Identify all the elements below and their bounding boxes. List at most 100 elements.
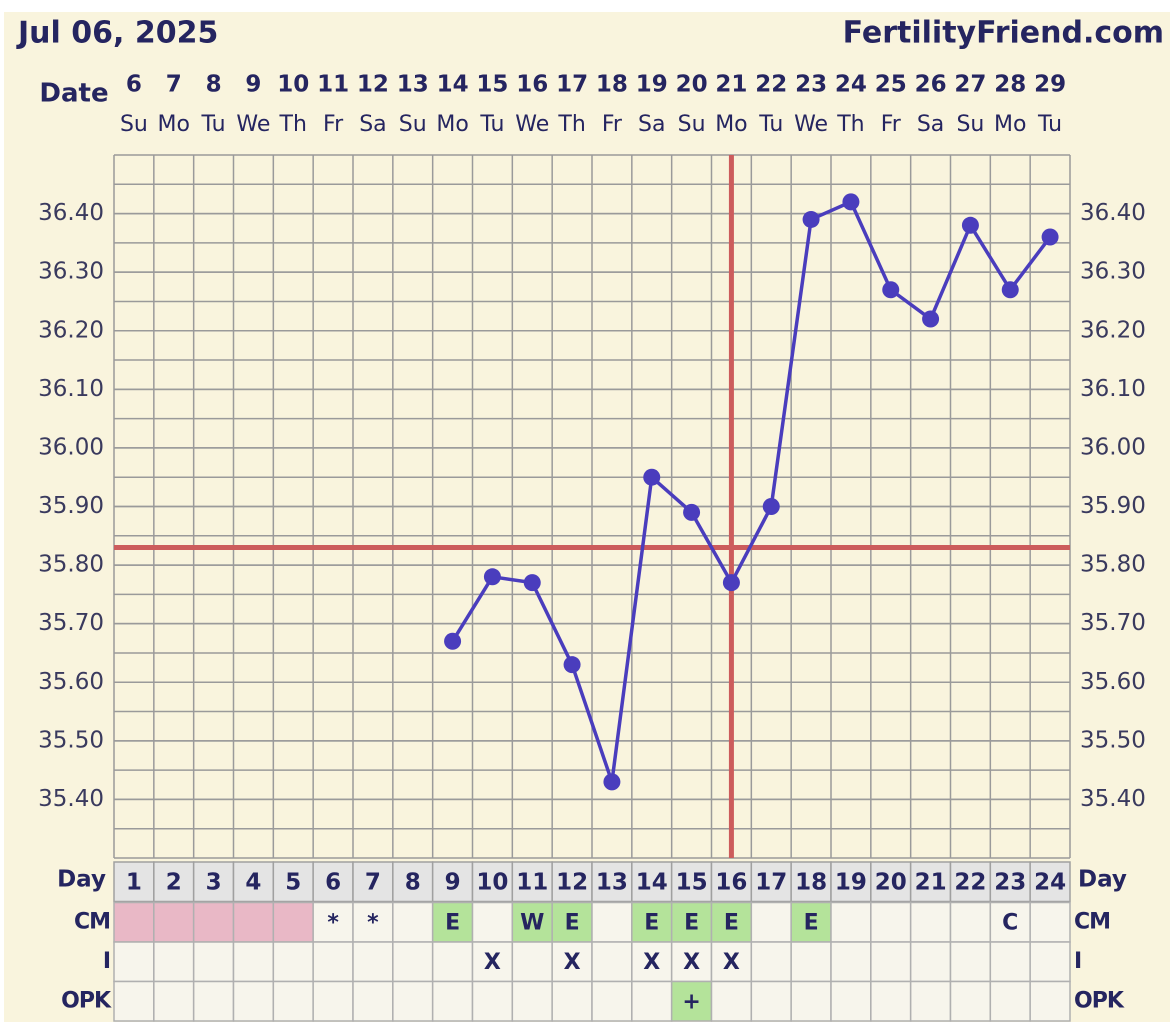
observation-value: X	[564, 950, 581, 975]
date-label: 10	[277, 72, 309, 98]
weekday-label: Th	[279, 112, 307, 137]
observation-cell	[830, 941, 872, 983]
y2-tick-label: 36.40	[1080, 200, 1146, 226]
observation-cell	[790, 941, 832, 983]
observation-cell	[949, 941, 992, 983]
temperature-point	[882, 281, 900, 299]
date-label: 6	[126, 72, 142, 98]
observation-cell	[1029, 941, 1071, 983]
weekday-label: Tu	[201, 112, 226, 137]
y-tick-label: 35.50	[38, 727, 104, 753]
day-cell	[392, 861, 434, 903]
y2-tick-label: 36.30	[1080, 259, 1146, 285]
row-label: CM	[74, 909, 110, 934]
observation-cell	[591, 980, 633, 1022]
observation-value: X	[643, 950, 660, 975]
observation-cell	[1029, 980, 1071, 1022]
date-label: 16	[516, 72, 548, 98]
observation-cell	[471, 901, 514, 943]
observation-value: X	[484, 950, 501, 975]
observation-value: E	[724, 910, 739, 935]
date-label: 26	[915, 72, 947, 98]
date-label: 14	[437, 72, 469, 98]
observation-cell	[870, 901, 912, 943]
observation-cell	[949, 901, 992, 943]
observation-cell	[113, 941, 155, 983]
observation-cell	[830, 980, 872, 1022]
y-tick-label: 35.70	[38, 610, 104, 636]
observation-cell	[989, 980, 1031, 1022]
date-label: 24	[835, 72, 867, 98]
date-label: Date	[39, 79, 108, 109]
observation-cell	[989, 941, 1031, 983]
observation-cell	[909, 980, 952, 1022]
weekday-label: Mo	[158, 112, 190, 137]
date-label: 19	[636, 72, 668, 98]
day-number: 12	[556, 869, 588, 895]
date-label: 13	[397, 72, 429, 98]
observation-cell	[392, 980, 434, 1022]
day-number: 7	[365, 869, 381, 895]
observation-cell	[471, 980, 514, 1022]
weekday-label: Mo	[994, 112, 1026, 137]
weekday-label: We	[515, 112, 549, 137]
day-cell	[909, 861, 952, 903]
date-label: 15	[476, 72, 508, 98]
y2-tick-label: 36.20	[1080, 317, 1146, 343]
temperature-point	[523, 574, 541, 592]
date-label: 11	[317, 72, 349, 98]
y-tick-label: 35.80	[38, 552, 104, 578]
weekday-label: Sa	[917, 112, 944, 137]
observation-cell	[232, 941, 275, 983]
date-label: 18	[596, 72, 628, 98]
date-label: 22	[755, 72, 787, 98]
day-number: 16	[715, 869, 747, 895]
observation-value: E	[644, 910, 659, 935]
weekday-label: Tu	[479, 112, 504, 137]
observation-value: W	[520, 910, 544, 935]
observation-cell	[113, 980, 155, 1022]
day-number: 4	[245, 869, 261, 895]
observation-cell	[392, 941, 434, 983]
observation-cell	[192, 901, 235, 943]
weekday-label: Mo	[715, 112, 747, 137]
y-tick-label: 35.90	[38, 493, 104, 519]
temperature-point	[603, 773, 621, 791]
observation-cell	[272, 980, 314, 1022]
chart-background	[4, 12, 1170, 1022]
row-label-right: OPK	[1074, 988, 1125, 1013]
row-label-right: I	[1074, 949, 1081, 974]
weekday-label: Su	[678, 112, 706, 137]
day-cell	[790, 861, 832, 903]
date-label: 8	[206, 72, 222, 98]
date-label: 28	[994, 72, 1026, 98]
observation-cell	[153, 980, 195, 1022]
day-cell	[710, 861, 753, 903]
day-number: 17	[755, 869, 787, 895]
day-cell	[511, 861, 553, 903]
observation-value: *	[367, 910, 379, 935]
y2-tick-label: 35.40	[1080, 786, 1146, 812]
observation-cell	[551, 980, 593, 1022]
observation-value: E	[684, 910, 699, 935]
day-number: 9	[445, 869, 461, 895]
day-number: 14	[636, 869, 668, 895]
observation-cell	[431, 941, 474, 983]
date-label: 21	[715, 72, 747, 98]
observation-cell	[670, 901, 713, 943]
date-label: 7	[166, 72, 182, 98]
day-number: 21	[915, 869, 947, 895]
day-number: 15	[676, 869, 708, 895]
y2-tick-label: 35.90	[1080, 493, 1146, 519]
day-number: 13	[596, 869, 628, 895]
observation-cell	[750, 901, 792, 943]
weekday-label: Tu	[1037, 112, 1062, 137]
day-cell	[312, 861, 354, 903]
observation-cell	[790, 980, 832, 1022]
date-label: 25	[875, 72, 907, 98]
day-cell	[551, 861, 593, 903]
day-cell	[750, 861, 792, 903]
y-tick-label: 35.40	[38, 786, 104, 812]
temperature-point	[483, 568, 501, 586]
